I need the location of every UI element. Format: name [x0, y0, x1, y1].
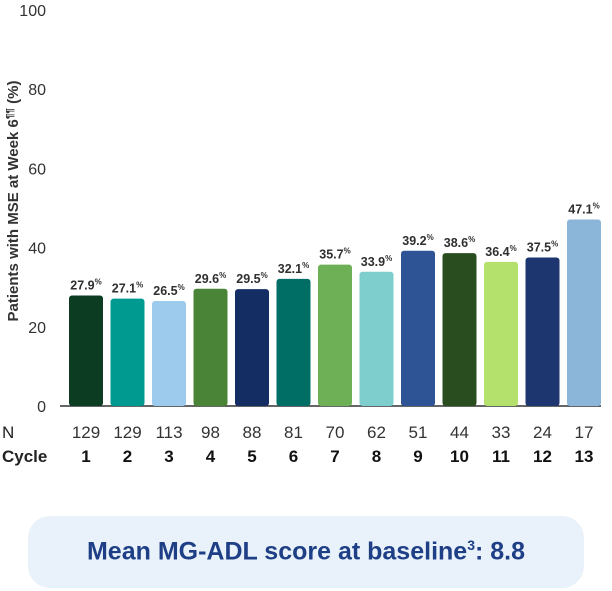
value-label: 36.4%	[485, 244, 516, 259]
y-axis-label: Patients with MSE at Week 6¶¶ (%)	[5, 81, 22, 322]
cycle-label: 5	[247, 447, 256, 466]
y-axis: 0 20 40 60 80 100	[19, 3, 46, 416]
cycle-label: 2	[123, 447, 132, 466]
cycle-label: 4	[206, 447, 216, 466]
value-label: 47.1%	[568, 201, 599, 216]
cycle-label: 7	[330, 447, 339, 466]
bar-cycle-9	[401, 250, 435, 406]
value-label: 37.5%	[527, 240, 558, 255]
value-label: 27.1%	[112, 281, 143, 296]
n-value: 51	[409, 423, 428, 442]
y-tick-label: 20	[28, 320, 46, 337]
y-tick-label: 80	[28, 82, 46, 99]
bar-cycle-12	[525, 257, 560, 406]
bar-cycle-13	[567, 219, 601, 406]
y-tick-label: 0	[37, 399, 46, 416]
bar-cycle-8	[359, 271, 394, 406]
bar-cycle-2	[110, 298, 145, 406]
cycle-label: 12	[533, 447, 552, 466]
bar-cycle-7	[318, 264, 352, 406]
n-value: 33	[492, 423, 511, 442]
n-value: 81	[284, 423, 303, 442]
value-label: 26.5%	[153, 283, 184, 298]
bar-cycle-11	[484, 261, 518, 406]
y-tick-label: 40	[28, 241, 46, 258]
y-tick-label: 100	[19, 3, 46, 20]
bars	[69, 219, 601, 406]
value-label: 39.2%	[402, 233, 433, 248]
cycle-label: 6	[289, 447, 298, 466]
value-label: 38.6%	[444, 235, 475, 250]
y-tick-label: 60	[28, 161, 46, 178]
n-value: 62	[367, 423, 386, 442]
callout-text: Mean MG-ADL score at baseline3: 8.8	[86, 537, 526, 566]
value-label: 32.1%	[278, 261, 309, 276]
value-label: 33.9%	[361, 254, 392, 269]
n-row: 129 129 113 98 88 81 70 62 51 44 33 24 17	[72, 423, 594, 442]
value-label: 27.9%	[70, 278, 101, 293]
n-value: 17	[575, 423, 594, 442]
value-label: 29.6%	[195, 271, 226, 286]
cycle-label: 13	[575, 447, 594, 466]
cycle-label: 8	[372, 447, 381, 466]
cycle-label: 10	[450, 447, 469, 466]
n-value: 129	[72, 423, 100, 442]
value-label: 35.7%	[319, 247, 350, 262]
n-value: 129	[113, 423, 141, 442]
cycle-label: 11	[492, 447, 510, 466]
n-value: 24	[533, 423, 552, 442]
bar-cycle-1	[69, 295, 103, 406]
bar-cycle-6	[276, 278, 311, 406]
cycle-row: 1 2 3 4 5 6 7 8 9 10 11 12 13	[81, 447, 593, 466]
cycle-label: 3	[164, 447, 173, 466]
bar-chart: 0 20 40 60 80 100 Patients with MSE at Week 6…	[2, 3, 601, 466]
bar-cycle-10	[442, 253, 477, 406]
n-value: 113	[155, 423, 182, 442]
bar-cycle-5	[235, 289, 269, 406]
bar-cycle-4	[193, 288, 228, 406]
value-label: 29.5%	[236, 271, 267, 286]
n-value: 44	[450, 423, 469, 442]
n-value: 98	[201, 423, 220, 442]
cycle-row-heading: Cycle	[2, 447, 47, 466]
cycle-label: 1	[81, 447, 90, 466]
bar-cycle-3	[152, 301, 186, 406]
baseline-callout: Mean MG-ADL score at baseline3: 8.8	[28, 516, 584, 588]
value-labels: 27.9% 27.1% 26.5% 29.6% 29.5% 32.1% 35.7% 33.9%…	[70, 201, 599, 298]
n-value: 70	[326, 423, 345, 442]
n-value: 88	[243, 423, 262, 442]
cycle-label: 9	[413, 447, 422, 466]
n-row-heading: N	[2, 423, 14, 442]
